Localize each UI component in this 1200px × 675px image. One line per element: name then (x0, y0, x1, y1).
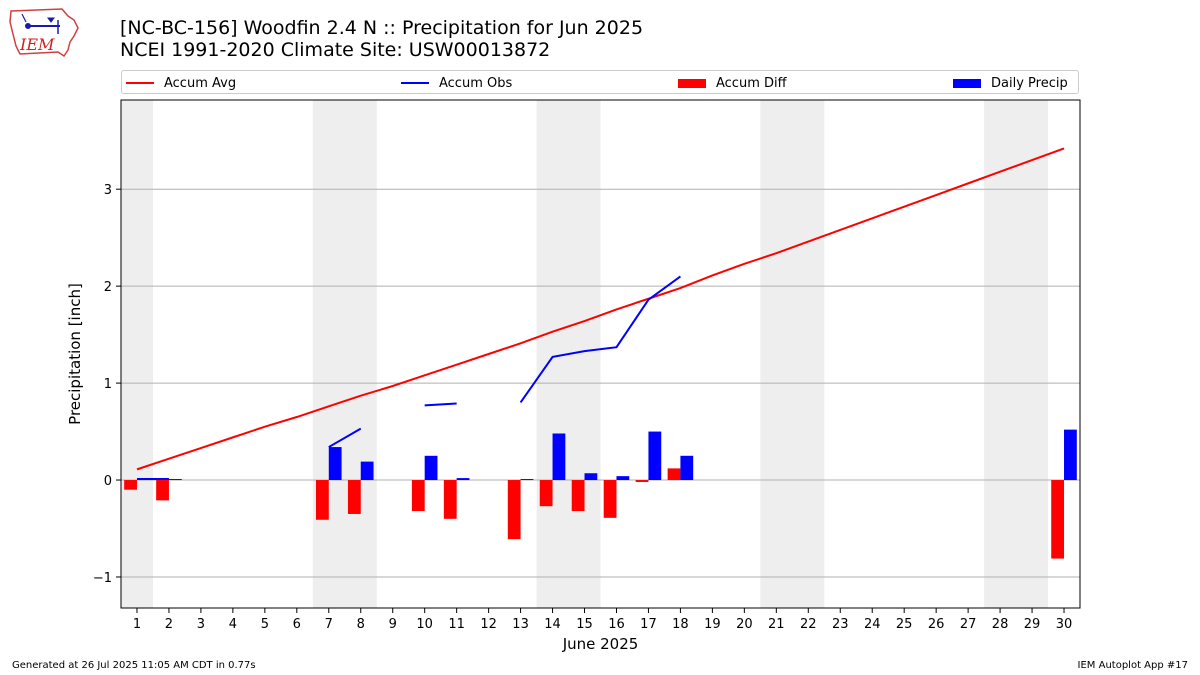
accum-diff-bar (347, 480, 361, 514)
x-tick-label: 17 (640, 617, 657, 632)
x-tick-label: 30 (1056, 617, 1073, 632)
title-line-1: [NC-BC-156] Woodfin 2.4 N :: Precipitati… (120, 17, 644, 39)
x-tick-label: 3 (197, 617, 205, 632)
iem-logo: IEM (9, 8, 79, 58)
x-tick-label: 11 (448, 617, 465, 632)
accum-diff-bar (539, 480, 553, 507)
daily-precip-bar (424, 455, 438, 481)
legend-label-accum-obs: Accum Obs (439, 75, 513, 91)
x-tick-label: 19 (704, 617, 721, 632)
line-series (136, 147, 1065, 481)
weekend-band (984, 100, 1049, 608)
weekend-band (760, 100, 825, 608)
legend-item-daily-precip: Daily Precip (953, 74, 1068, 92)
grid-lines (121, 188, 1080, 578)
x-tick-label: 21 (768, 617, 785, 632)
y-tick-label: 1 (104, 377, 112, 392)
x-tick-label: 29 (1024, 617, 1041, 632)
y-axis-label: Precipitation [inch] (66, 283, 84, 425)
x-tick-label: 22 (800, 617, 817, 632)
accum-diff-bar (603, 480, 617, 518)
x-tick-label: 16 (608, 617, 625, 632)
daily-precip-bar (520, 479, 534, 481)
x-tick-label: 28 (992, 617, 1009, 632)
x-tick-label: 10 (416, 617, 433, 632)
legend-item-accum-diff: Accum Diff (678, 74, 787, 92)
x-tick-label: 20 (736, 617, 753, 632)
daily-precip-bar (360, 461, 374, 481)
legend-item-accum-obs: Accum Obs (401, 74, 512, 92)
daily-precip-bar (584, 473, 598, 481)
legend-label-accum-diff: Accum Diff (716, 75, 787, 91)
accum-diff-bar (124, 480, 137, 490)
chart-title: [NC-BC-156] Woodfin 2.4 N :: Precipitati… (120, 17, 643, 61)
x-tick-label: 14 (544, 617, 561, 632)
legend-swatch-accum-obs (401, 82, 429, 84)
legend-swatch-daily-precip (953, 78, 981, 88)
accum-diff-bar (1051, 480, 1065, 559)
x-tick-label: 4 (229, 617, 237, 632)
accum-diff-bar (635, 480, 649, 482)
x-tick-label: 1 (133, 617, 141, 632)
accum-obs-line-segment (328, 427, 362, 448)
y-tick-label: 0 (104, 474, 112, 489)
legend-label-accum-avg: Accum Avg (164, 75, 237, 91)
x-tick-label: 9 (389, 617, 397, 632)
x-tick-label: 8 (357, 617, 365, 632)
x-tick-label: 15 (576, 617, 593, 632)
x-tick-label: 25 (896, 617, 913, 632)
daily-precip-bar (1064, 429, 1077, 481)
x-tick-label: 27 (960, 617, 977, 632)
x-tick-label: 2 (165, 617, 173, 632)
accum-obs-line-segment (519, 275, 682, 404)
accum-avg-line (136, 147, 1065, 471)
accum-diff-bar (667, 468, 681, 481)
x-tick-label: 12 (480, 617, 497, 632)
daily-precip-bar (168, 479, 182, 481)
footer-app-text: IEM Autoplot App #17 (1077, 660, 1188, 671)
daily-precip-bar (648, 431, 662, 481)
bar-series (124, 429, 1077, 559)
x-tick-label: 13 (512, 617, 529, 632)
daily-precip-bar (616, 476, 630, 481)
plot-frame (120, 99, 1081, 609)
daily-precip-bar (456, 478, 470, 481)
y-tick-label: 2 (104, 280, 112, 295)
x-axis-label: June 2025 (562, 635, 639, 653)
accum-diff-bar (315, 480, 329, 520)
x-tick-label: 26 (928, 617, 945, 632)
accum-diff-bar (443, 480, 457, 519)
title-line-2: NCEI 1991-2020 Climate Site: USW00013872 (120, 39, 551, 61)
legend-swatch-accum-diff (678, 78, 706, 88)
x-tick-label: 6 (293, 617, 301, 632)
iowa-outline-icon (9, 8, 79, 58)
weekend-shading (121, 100, 1049, 608)
accum-diff-bar (507, 480, 521, 540)
daily-precip-bar (328, 447, 342, 481)
legend-swatch-accum-avg (126, 82, 154, 84)
accum-diff-bar (571, 480, 585, 512)
x-tick-label: 23 (832, 617, 849, 632)
logo-text: IEM (19, 35, 55, 54)
y-tick-label: 3 (104, 183, 112, 198)
accum-diff-bar (156, 480, 169, 501)
accum-diff-bar (411, 480, 425, 512)
weekend-band (312, 100, 377, 608)
weekend-band (121, 100, 153, 608)
legend-item-accum-avg: Accum Avg (126, 74, 236, 92)
x-tick-label: 18 (672, 617, 689, 632)
accum-obs-line-segment (424, 402, 457, 407)
x-tick-label: 5 (261, 617, 269, 632)
daily-precip-bar (552, 433, 566, 481)
chart-legend: Accum Avg Accum Obs Accum Diff Daily Pre… (121, 70, 1079, 94)
weather-station-icon (21, 13, 60, 34)
footer-generated-text: Generated at 26 Jul 2025 11:05 AM CDT in… (12, 660, 256, 671)
y-tick-label: −1 (93, 571, 112, 586)
x-tick-label: 7 (325, 617, 333, 632)
daily-precip-bar (680, 455, 694, 481)
legend-label-daily-precip: Daily Precip (991, 75, 1068, 91)
x-tick-label: 24 (864, 617, 881, 632)
